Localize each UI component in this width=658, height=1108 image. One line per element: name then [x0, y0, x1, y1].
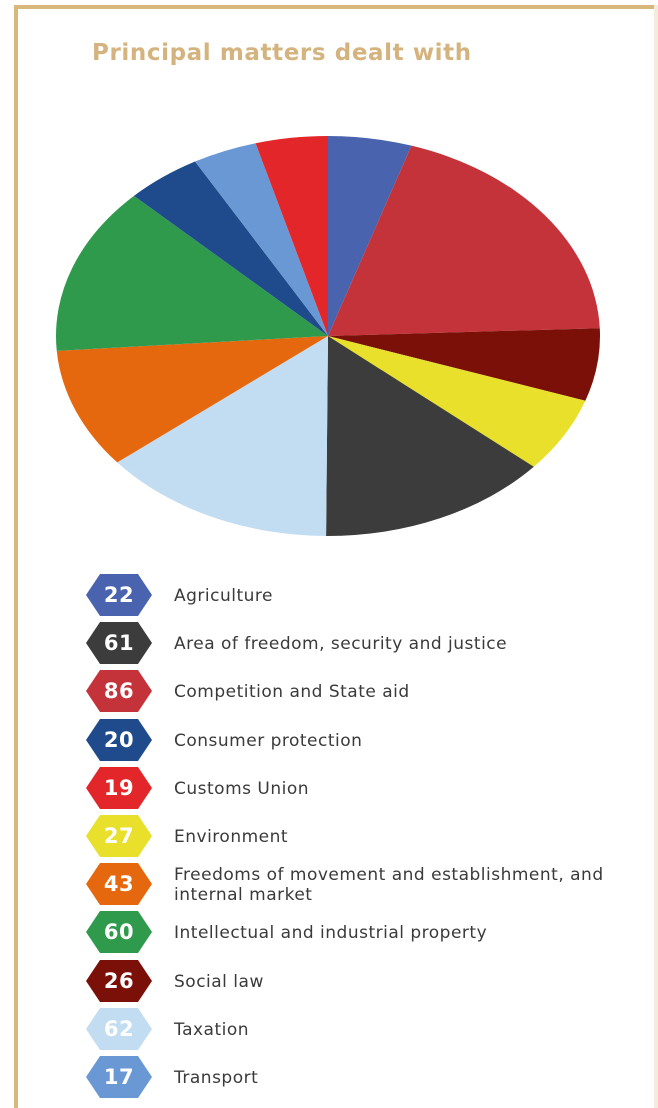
frame-right-border	[654, 5, 658, 1108]
value-label: 86	[103, 679, 135, 704]
value-label: 27	[103, 824, 135, 848]
pie-chart	[55, 136, 600, 536]
pie-slice	[328, 336, 586, 467]
chart-title: Principal matters dealt with	[92, 40, 472, 66]
legend-label: Area of freedom, security and justice	[174, 634, 508, 655]
value-label: 17	[103, 1065, 135, 1089]
hexagon-icon	[86, 766, 152, 809]
legend-item: 43 Freedoms of movement and establishment…	[86, 861, 646, 906]
frame-left-border	[14, 5, 18, 1108]
hexagon-icon	[86, 574, 152, 616]
legend-item: 27 Environment	[86, 813, 646, 857]
value-label: 62	[103, 1016, 135, 1041]
legend-label: Customs Union	[174, 778, 310, 799]
value-badge: 22	[86, 574, 152, 616]
pie-slice	[328, 328, 600, 401]
value-label: 20	[103, 727, 135, 752]
legend-item: 61 Area of freedom, security and justice	[86, 620, 646, 665]
value-badge: 60	[86, 911, 152, 954]
value-badge: 62	[86, 1007, 152, 1050]
pie-slice	[133, 161, 328, 336]
legend-label: Intellectual and industrial property	[174, 923, 488, 944]
value-label: 61	[103, 631, 135, 656]
hexagon-icon	[86, 1056, 152, 1098]
legend-item: 22 Agriculture	[86, 572, 646, 616]
value-badge: 26	[86, 959, 152, 1002]
value-badge: 86	[86, 670, 152, 713]
legend-label: Agriculture	[174, 586, 273, 606]
value-label: 43	[103, 872, 135, 897]
pie-slice	[255, 136, 328, 336]
pie-slice	[195, 143, 328, 336]
legend-item: 20 Consumer protection	[86, 717, 646, 761]
pie-slice	[117, 336, 329, 536]
hexagon-icon	[86, 863, 152, 906]
legend-label: Social law	[174, 971, 264, 992]
legend-item: 86 Competition and State aid	[86, 668, 646, 713]
legend-item: 60 Intellectual and industrial property	[86, 909, 646, 954]
hexagon-icon	[86, 815, 152, 857]
legend-label: Transport	[174, 1068, 259, 1088]
legend-item: 62 Taxation	[86, 1006, 646, 1050]
legend-item: 26 Social law	[86, 958, 646, 1002]
hexagon-icon	[86, 959, 152, 1002]
legend-label: Consumer protection	[174, 730, 363, 751]
legend-label: Freedoms of movement and establishment, …	[174, 865, 604, 906]
value-badge: 17	[86, 1056, 152, 1098]
value-label: 26	[103, 968, 135, 993]
value-label: 60	[103, 920, 135, 945]
value-badge: 20	[86, 718, 152, 761]
value-label: 19	[103, 775, 135, 800]
frame-top-border	[14, 5, 658, 9]
pie-slice	[328, 136, 412, 336]
hexagon-icon	[86, 911, 152, 954]
legend-item: 19 Customs Union	[86, 765, 646, 809]
legend-item: 17 Transport	[86, 1054, 646, 1098]
value-badge: 61	[86, 622, 152, 665]
pie-slice	[55, 195, 329, 351]
hexagon-icon	[86, 718, 152, 761]
pie-slice	[326, 336, 534, 536]
value-badge: 43	[86, 863, 152, 906]
value-badge: 27	[86, 815, 152, 857]
hexagon-icon	[86, 670, 152, 713]
hexagon-icon	[86, 622, 152, 665]
legend-label: Competition and State aid	[174, 682, 410, 703]
pie-slice	[56, 336, 328, 463]
pie-slice	[328, 145, 600, 336]
hexagon-icon	[86, 1007, 152, 1050]
value-badge: 19	[86, 766, 152, 809]
legend-label: Taxation	[174, 1019, 250, 1040]
legend-label: Environment	[174, 827, 289, 847]
value-label: 22	[103, 583, 135, 607]
